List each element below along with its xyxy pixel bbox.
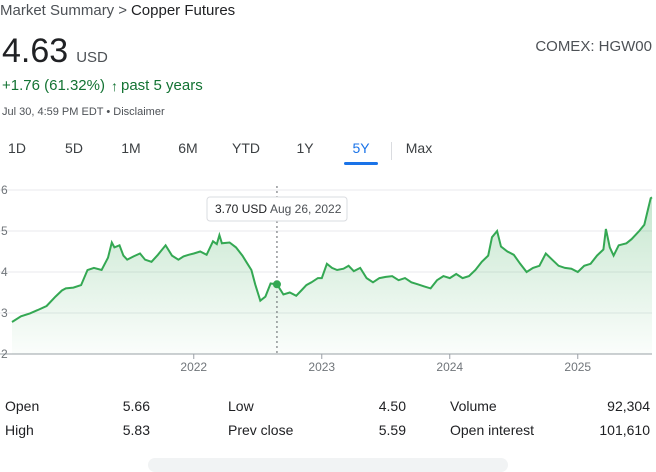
y-tick-label: 3 [1, 306, 8, 320]
disclaimer-link[interactable]: Disclaimer [113, 106, 165, 118]
tab-1y[interactable]: 1Y [296, 140, 314, 156]
x-tick-label: 2023 [308, 360, 335, 374]
y-tick-label: 2 [1, 347, 8, 361]
tab-6m[interactable]: 6M [178, 140, 198, 156]
breadcrumb-separator: > [118, 2, 127, 19]
x-tick-label: 2022 [180, 360, 207, 374]
active-tab-indicator [344, 162, 378, 165]
ticker-symbol: COMEX: HGW00 [535, 38, 652, 55]
change-period: past 5 years [121, 77, 203, 94]
price-area-fill [12, 197, 652, 354]
meta-separator: • [106, 106, 111, 118]
breadcrumb-root-link[interactable]: Market Summary [0, 2, 115, 19]
stat-value-volume: 92,304 [607, 398, 650, 414]
x-tick-label: 2025 [564, 360, 591, 374]
quote-timestamp: Jul 30, 4:59 PM EDT [2, 106, 104, 118]
y-tick-label: 6 [1, 183, 8, 197]
tooltip-date: Aug 26, 2022 [270, 202, 342, 216]
stat-value-prev-close: 5.59 [378, 422, 406, 438]
tab-5y[interactable]: 5Y [352, 140, 370, 156]
currency-label: USD [76, 49, 108, 66]
price-change-row: +1.76 (61.32%) ↑ past 5 years [2, 77, 203, 94]
arrow-up-icon: ↑ [111, 77, 118, 94]
current-price: 4.63 [2, 32, 69, 70]
price-row: 4.63 USD [2, 32, 108, 71]
stat-value-open-interest: 101,610 [599, 422, 650, 438]
range-tabs: 1D 5D 1M 6M YTD 1Y 5Y Max [0, 140, 656, 168]
quote-meta: Jul 30, 4:59 PM EDT • Disclaimer [2, 106, 165, 118]
hover-point [272, 280, 281, 289]
stat-label-low: Low [228, 398, 254, 414]
tab-max[interactable]: Max [405, 140, 433, 156]
stat-label-open-interest: Open interest [450, 422, 535, 438]
stat-value-high: 5.83 [122, 422, 150, 438]
stat-value-open: 5.66 [122, 398, 150, 414]
tab-ytd[interactable]: YTD [232, 140, 260, 156]
stat-label-open: Open [5, 398, 40, 414]
price-line [11, 196, 653, 323]
stat-value-low: 4.50 [378, 398, 406, 414]
tab-divider [391, 142, 392, 160]
stat-label-volume: Volume [450, 398, 497, 414]
y-tick-label: 5 [1, 224, 8, 238]
tab-5d[interactable]: 5D [65, 140, 83, 156]
more-about-pill[interactable] [148, 458, 508, 472]
price-tooltip: 3.70 USD Aug 26, 2022 [206, 196, 348, 222]
tab-1d[interactable]: 1D [8, 140, 26, 156]
stat-label-prev-close: Prev close [228, 422, 294, 438]
stat-label-high: High [5, 422, 34, 438]
tooltip-price: 3.70 USD [215, 202, 267, 216]
price-change: +1.76 (61.32%) [2, 77, 105, 94]
breadcrumb-current: Copper Futures [130, 2, 236, 19]
breadcrumb: Market Summary > Copper Futures [0, 2, 235, 19]
y-tick-label: 4 [1, 265, 8, 279]
price-chart[interactable]: 3.70 USD Aug 26, 2022 2 3 4 5 6 2022 2023 2024 2… [0, 180, 656, 378]
x-tick-label: 2024 [436, 360, 463, 374]
tab-1m[interactable]: 1M [121, 140, 141, 156]
